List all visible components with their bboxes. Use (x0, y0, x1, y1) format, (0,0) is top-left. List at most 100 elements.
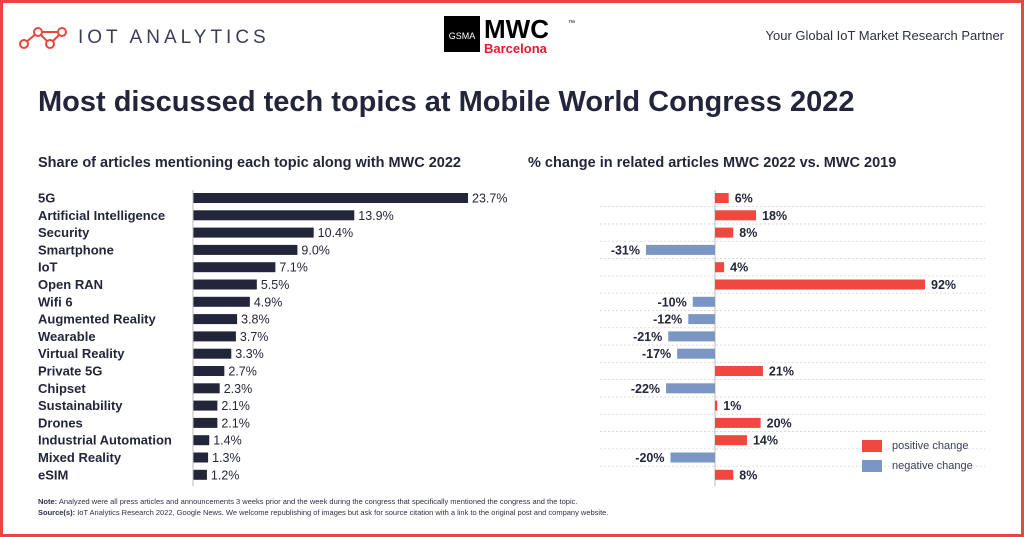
change-bar-negative (668, 331, 715, 342)
share-bar (193, 193, 468, 203)
change-bar-positive (715, 210, 757, 221)
change-value-label: 14% (753, 434, 778, 448)
change-bar-positive (715, 400, 718, 411)
share-value-label: 1.2% (211, 468, 240, 482)
change-chart-title: % change in related articles MWC 2022 vs… (528, 155, 897, 171)
share-value-label: 2.1% (221, 399, 250, 413)
network-nodes-icon (19, 27, 67, 49)
share-value-label: 3.3% (235, 347, 264, 361)
share-value-label: 1.4% (213, 434, 242, 448)
category-label: Private 5G (38, 364, 102, 379)
change-value-label: 4% (730, 261, 748, 275)
share-bar (193, 469, 207, 480)
change-bar-positive (715, 417, 761, 428)
legend-positive-swatch (862, 440, 882, 452)
change-bar-positive (715, 279, 925, 290)
share-bar (193, 244, 298, 255)
change-value-label: -10% (658, 295, 687, 309)
share-bar (193, 348, 232, 359)
source-text: IoT Analytics Research 2022, Google News… (77, 508, 609, 517)
change-value-label: -17% (642, 347, 671, 361)
share-bar (193, 296, 250, 307)
share-value-label: 5.5% (261, 278, 290, 292)
legend-negative: negative change (862, 460, 973, 472)
brand-logo: IOT ANALYTICS (18, 24, 270, 52)
tagline: Your Global IoT Market Research Partner (765, 28, 1004, 43)
source-label: Source(s): (38, 508, 76, 517)
share-bar (193, 383, 220, 394)
category-label: Wearable (38, 329, 96, 344)
category-label: Chipset (38, 381, 86, 396)
category-label: Wifi 6 (38, 294, 73, 309)
note-label: Note: (38, 497, 58, 506)
change-value-label: -12% (653, 313, 682, 327)
change-bar-negative (670, 452, 715, 463)
page-title: Most discussed tech topics at Mobile Wor… (38, 86, 855, 118)
change-value-label: -22% (631, 382, 660, 396)
category-label: Artificial Intelligence (38, 208, 165, 223)
share-value-label: 3.8% (241, 313, 270, 327)
change-value-label: 6% (735, 192, 753, 206)
share-bar (193, 314, 238, 325)
change-bar-positive (715, 193, 729, 203)
share-value-label: 23.7% (472, 192, 507, 206)
change-bar-positive (715, 366, 763, 376)
category-label: Drones (38, 415, 83, 430)
change-bar-positive (715, 435, 747, 446)
share-value-label: 13.9% (358, 209, 393, 223)
category-label: Smartphone (38, 242, 114, 257)
share-value-label: 10.4% (318, 226, 353, 240)
change-value-label: 18% (762, 209, 787, 223)
change-value-label: 1% (723, 399, 741, 413)
category-label: eSIM (38, 467, 68, 482)
change-bar-positive (715, 227, 734, 238)
change-value-label: 20% (767, 416, 792, 430)
share-bar (193, 435, 210, 446)
change-value-label: 8% (739, 468, 757, 482)
share-bar (193, 279, 257, 290)
category-label: Virtual Reality (38, 346, 125, 361)
note-text: Analyzed were all press articles and ann… (58, 497, 578, 506)
change-value-label: 8% (739, 226, 757, 240)
category-label: 5G (38, 191, 55, 206)
note-line: Note: Analyzed were all press articles a… (38, 496, 608, 507)
share-bar (193, 262, 276, 273)
legend-positive: positive change (862, 440, 968, 452)
change-bar-positive (715, 262, 725, 273)
change-bar-negative (666, 383, 715, 394)
change-value-label: -31% (611, 243, 640, 257)
change-value-label: 21% (769, 365, 794, 379)
legend-negative-label: negative change (892, 460, 973, 472)
category-label: IoT (38, 260, 58, 275)
category-label: Security (38, 225, 90, 240)
svg-text:GSMA: GSMA (449, 31, 476, 41)
change-bar-negative (677, 348, 715, 359)
share-bar (193, 331, 236, 342)
share-value-label: 4.9% (254, 295, 283, 309)
share-bar (193, 366, 225, 376)
share-value-label: 7.1% (279, 261, 308, 275)
change-bar-negative (692, 296, 715, 307)
category-label: Augmented Reality (38, 312, 157, 327)
mwc-barcelona-logo: GSMA MWC ™ Barcelona (444, 16, 575, 56)
svg-text:MWC: MWC (484, 16, 549, 44)
svg-text:™: ™ (568, 20, 575, 27)
legend-positive-label: positive change (892, 440, 969, 452)
change-value-label: 92% (931, 278, 956, 292)
footnotes: Note: Analyzed were all press articles a… (38, 496, 608, 518)
change-bar-negative (646, 244, 715, 255)
share-value-label: 2.1% (221, 416, 250, 430)
change-value-label: -20% (635, 451, 664, 465)
category-label: Sustainability (38, 398, 123, 413)
share-bar (193, 452, 209, 463)
share-value-label: 2.3% (224, 382, 253, 396)
category-label: Mixed Reality (38, 450, 122, 465)
share-value-label: 9.0% (301, 243, 330, 257)
share-chart-title: Share of articles mentioning each topic … (38, 155, 461, 171)
category-label: Industrial Automation (38, 433, 172, 448)
share-bar (193, 210, 355, 221)
share-bar (193, 400, 218, 411)
share-bar (193, 417, 218, 428)
